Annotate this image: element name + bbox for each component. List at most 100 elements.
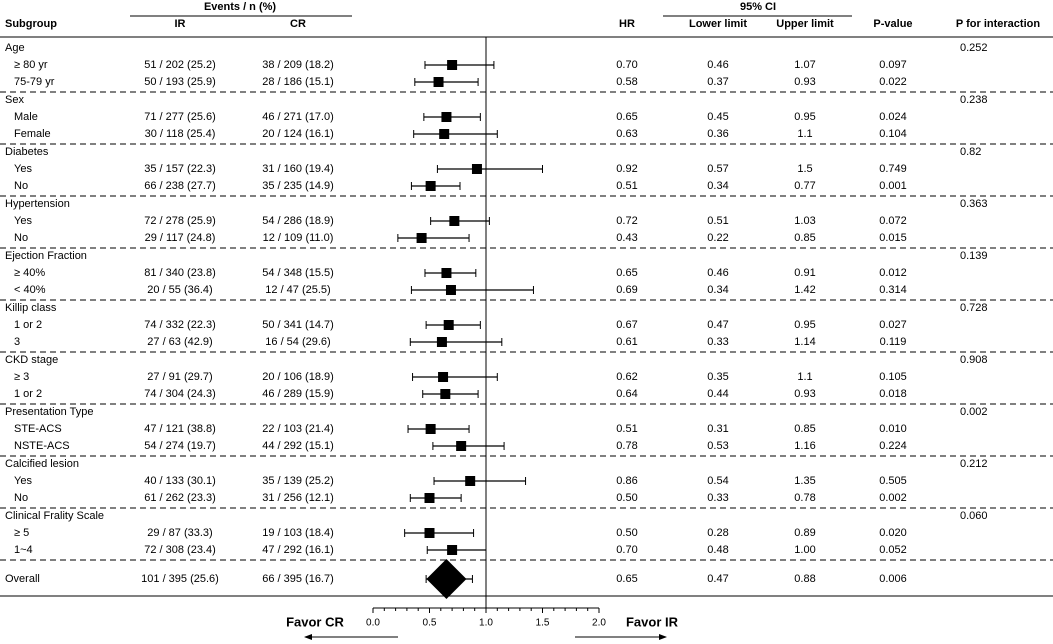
hr-cell: 0.67 <box>616 319 637 331</box>
hr-marker <box>443 320 454 330</box>
upper-cell: 0.91 <box>794 267 815 279</box>
p-cell: 0.072 <box>879 215 907 227</box>
lower-cell: 0.22 <box>707 232 728 244</box>
cr-cell: 12 / 47 (25.5) <box>265 284 330 296</box>
row-label: 1 or 2 <box>14 319 42 331</box>
hr-cell: 0.70 <box>616 59 637 71</box>
p-cell: 0.224 <box>879 440 907 452</box>
ir-cell: 35 / 157 (22.3) <box>144 163 216 175</box>
ir-cell: 47 / 121 (38.8) <box>144 423 216 435</box>
lower-cell: 0.51 <box>707 215 728 227</box>
ir-cell: 30 / 118 (25.4) <box>145 128 216 140</box>
group-label: Presentation Type <box>5 406 93 418</box>
lower-cell: 0.35 <box>707 371 728 383</box>
group-label: Clinical Frality Scale <box>5 510 104 522</box>
lower-cell: 0.46 <box>707 59 728 71</box>
ir-cell: 74 / 304 (24.3) <box>144 388 216 400</box>
cr-cell: 35 / 139 (25.2) <box>262 475 334 487</box>
lower-cell: 0.46 <box>707 267 728 279</box>
lower-cell: 0.31 <box>707 423 728 435</box>
hr-diamond <box>426 559 467 599</box>
upper-cell: 0.88 <box>794 573 815 585</box>
hr-cell: 0.78 <box>616 440 637 452</box>
row-label: No <box>14 232 28 244</box>
lower-cell: 0.47 <box>707 573 728 585</box>
cr-cell: 54 / 348 (15.5) <box>262 267 334 279</box>
hr-marker <box>471 164 482 174</box>
ir-cell: 27 / 91 (29.7) <box>147 371 212 383</box>
p-cell: 0.104 <box>879 128 907 140</box>
row-label: 3 <box>14 336 20 348</box>
lower-cell: 0.28 <box>707 527 728 539</box>
favor-right: Favor IR <box>626 614 679 629</box>
p-interaction: 0.002 <box>960 406 988 418</box>
row-label: No <box>14 180 28 192</box>
lower-cell: 0.34 <box>707 180 728 192</box>
row-label: NSTE-ACS <box>14 440 70 452</box>
cr-cell: 16 / 54 (29.6) <box>265 336 330 348</box>
upper-cell: 1.03 <box>794 215 815 227</box>
header: CR <box>290 18 306 30</box>
ir-cell: 50 / 193 (25.9) <box>144 76 216 88</box>
hr-cell: 0.62 <box>616 371 637 383</box>
upper-cell: 1.1 <box>797 128 812 140</box>
upper-cell: 1.00 <box>794 544 815 556</box>
x-tick-label: 1.5 <box>536 618 550 629</box>
p-cell: 0.010 <box>879 423 907 435</box>
hr-marker <box>439 129 450 139</box>
group-label: Diabetes <box>5 146 49 158</box>
hr-marker <box>425 424 436 434</box>
x-tick-label: 0.5 <box>423 618 437 629</box>
p-interaction: 0.728 <box>960 302 988 314</box>
x-tick-label: 0.0 <box>366 618 380 629</box>
p-cell: 0.314 <box>879 284 907 296</box>
upper-cell: 0.78 <box>794 492 815 504</box>
hr-cell: 0.65 <box>616 111 637 123</box>
lower-cell: 0.53 <box>707 440 728 452</box>
row-label: Yes <box>14 475 32 487</box>
cr-cell: 20 / 106 (18.9) <box>262 371 334 383</box>
hr-marker <box>424 493 435 503</box>
p-cell: 0.024 <box>879 111 907 123</box>
cr-cell: 47 / 292 (16.1) <box>262 544 334 556</box>
header: Events / n (%) <box>204 1 276 13</box>
p-interaction: 0.212 <box>960 458 988 470</box>
lower-cell: 0.33 <box>707 492 728 504</box>
header: IR <box>175 18 186 30</box>
lower-cell: 0.48 <box>707 544 728 556</box>
hr-cell: 0.50 <box>616 527 637 539</box>
row-label: ≥ 40% <box>14 267 45 279</box>
cr-cell: 31 / 160 (19.4) <box>262 163 334 175</box>
upper-cell: 0.95 <box>794 111 815 123</box>
hr-marker <box>441 268 452 278</box>
p-cell: 0.022 <box>879 76 907 88</box>
row-label: No <box>14 492 28 504</box>
hr-marker <box>424 528 435 538</box>
ir-cell: 20 / 55 (36.4) <box>147 284 212 296</box>
hr-marker <box>436 337 447 347</box>
p-cell: 0.105 <box>879 371 907 383</box>
row-label: Male <box>14 111 38 123</box>
ir-cell: 101 / 395 (25.6) <box>141 573 219 585</box>
hr-cell: 0.58 <box>616 76 637 88</box>
lower-cell: 0.44 <box>707 388 728 400</box>
cr-cell: 54 / 286 (18.9) <box>262 215 334 227</box>
hr-marker <box>441 112 452 122</box>
ir-cell: 72 / 278 (25.9) <box>144 215 216 227</box>
hr-cell: 0.43 <box>616 232 637 244</box>
p-cell: 0.018 <box>879 388 907 400</box>
favor-left: Favor CR <box>286 614 344 629</box>
hr-marker <box>438 372 449 382</box>
row-label: ≥ 3 <box>14 371 29 383</box>
cr-cell: 19 / 103 (18.4) <box>262 527 334 539</box>
hr-marker <box>465 476 476 486</box>
p-interaction: 0.252 <box>960 42 988 54</box>
lower-cell: 0.54 <box>707 475 728 487</box>
ir-cell: 51 / 202 (25.2) <box>144 59 216 71</box>
hr-marker <box>456 441 467 451</box>
hr-cell: 0.72 <box>616 215 637 227</box>
group-label: Ejection Fraction <box>5 250 87 262</box>
p-interaction: 0.908 <box>960 354 988 366</box>
row-label: Yes <box>14 215 32 227</box>
